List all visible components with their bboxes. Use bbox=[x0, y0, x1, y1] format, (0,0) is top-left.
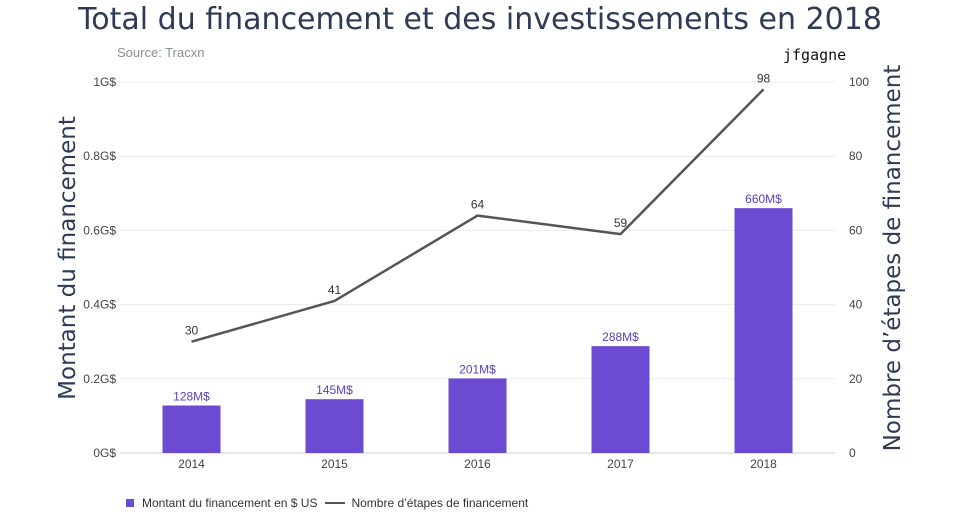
y-tick-left: 0.2G$ bbox=[83, 372, 116, 386]
bar-value-label: 128M$ bbox=[173, 390, 210, 404]
y-tick-right: 0 bbox=[849, 446, 856, 460]
y-tick-left: 0G$ bbox=[93, 446, 116, 460]
legend-line-label: Nombre d’étapes de financement bbox=[351, 496, 529, 510]
line-value-label: 30 bbox=[185, 324, 199, 338]
line-value-label: 41 bbox=[328, 283, 342, 297]
y-tick-left: 0.8G$ bbox=[83, 149, 116, 163]
y-tick-left: 0.6G$ bbox=[83, 223, 116, 237]
bar bbox=[162, 405, 221, 453]
bar-value-label: 288M$ bbox=[602, 330, 639, 344]
y-tick-right: 60 bbox=[849, 223, 863, 237]
bar bbox=[734, 208, 793, 453]
watermark: jfgagne bbox=[783, 46, 847, 64]
bar-value-label: 145M$ bbox=[316, 383, 353, 397]
source-note: Source: Tracxn bbox=[117, 45, 205, 60]
y-tick-right: 40 bbox=[849, 298, 863, 312]
x-tick-label: 2017 bbox=[607, 457, 634, 471]
bar bbox=[448, 378, 507, 453]
chart-title: Total du financement et des investisseme… bbox=[78, 2, 882, 37]
legend-line-swatch bbox=[325, 502, 346, 504]
legend-bar-swatch bbox=[126, 499, 134, 507]
y-tick-right: 100 bbox=[849, 75, 869, 89]
x-tick-label: 2015 bbox=[321, 457, 348, 471]
line-series bbox=[191, 88, 765, 343]
bar-value-label: 201M$ bbox=[459, 362, 496, 376]
legend-bar-label: Montant du financement en $ US bbox=[142, 496, 318, 510]
line-value-label: 59 bbox=[614, 216, 628, 230]
y-tick-right: 20 bbox=[849, 372, 863, 386]
y-tick-left: 1G$ bbox=[93, 75, 116, 89]
line-value-label: 64 bbox=[471, 198, 485, 212]
legend: Montant du financement en $ US Nombre d’… bbox=[126, 496, 528, 510]
x-tick-label: 2014 bbox=[178, 457, 205, 471]
y-tick-left: 0.4G$ bbox=[83, 298, 116, 312]
bar bbox=[591, 346, 650, 453]
bar bbox=[305, 399, 364, 453]
bar-value-label: 660M$ bbox=[745, 192, 782, 206]
line-value-label: 98 bbox=[757, 71, 771, 85]
x-tick-label: 2016 bbox=[464, 457, 491, 471]
y-tick-right: 80 bbox=[849, 149, 863, 163]
x-tick-label: 2018 bbox=[750, 457, 777, 471]
